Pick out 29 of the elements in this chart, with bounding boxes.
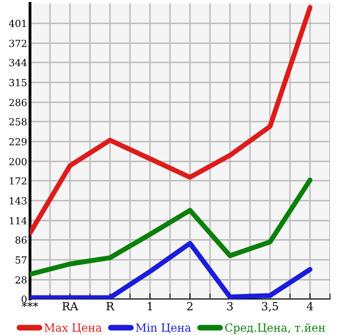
x-tick-label: *** — [22, 302, 38, 308]
y-tick-label: 143 — [10, 197, 26, 205]
legend-label: Min Цена — [136, 323, 191, 334]
y-tick-label: 172 — [10, 177, 26, 184]
x-tick-label: 3 — [227, 302, 233, 310]
x-tick-label: 4 — [306, 302, 313, 310]
x-tick-label: RA — [62, 302, 78, 310]
x-tick-label: 2 — [187, 302, 192, 310]
y-tick-label: 28 — [16, 276, 27, 284]
y-tick-label: 229 — [9, 138, 27, 146]
y-tick-label: 286 — [9, 98, 27, 106]
line-series — [30, 178, 312, 277]
y-tick-label: 86 — [16, 236, 27, 244]
y-tick-label: 114 — [10, 217, 27, 224]
legend-label: Max Цена — [44, 323, 102, 334]
y-tick-label: 344 — [9, 58, 27, 66]
x-tick-label: R — [106, 302, 114, 310]
line-series — [30, 240, 312, 299]
legend-label: Сред.Цена, т.йен — [225, 323, 325, 334]
y-tick-label: 401 — [8, 20, 26, 28]
x-tick-label: 1 — [148, 302, 152, 310]
y-tick-label: 200 — [9, 158, 27, 166]
y-tick-label: 372 — [9, 40, 26, 48]
x-tick-label: 3,5 — [262, 302, 278, 312]
line-series — [30, 5, 312, 236]
y-tick-label: 0 — [22, 295, 27, 303]
y-tick-label: 258 — [9, 118, 27, 126]
y-tick-label: 57 — [16, 256, 27, 264]
y-tick-label: 315 — [9, 78, 26, 86]
